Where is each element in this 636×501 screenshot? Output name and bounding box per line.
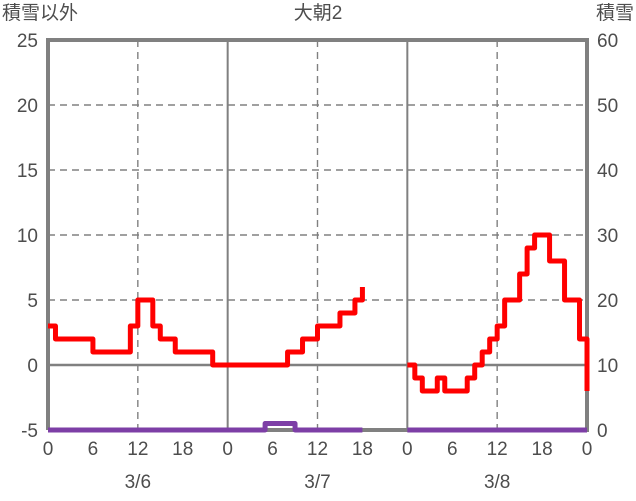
- right-axis-tick-label: 10: [597, 356, 618, 377]
- left-axis-unit-label: 積雪以外: [2, 3, 79, 24]
- left-axis-tick-label: 5: [27, 291, 38, 312]
- left-axis-tick-label: 25: [17, 31, 38, 52]
- x-axis-tick-label: 0: [582, 439, 593, 460]
- series-line-snow-depth: [48, 421, 363, 433]
- right-axis-unit-label: 積雪: [595, 3, 634, 24]
- x-axis-day-label: 3/8: [484, 472, 510, 493]
- x-axis-tick-label: 18: [532, 439, 553, 460]
- series-line-temperature: [407, 232, 590, 394]
- x-axis-tick-label: 6: [267, 439, 278, 460]
- x-axis-tick-label: 0: [43, 439, 54, 460]
- right-axis-tick-labels: 0 10 20 30 40 50 60: [597, 31, 618, 442]
- right-axis-tick-label: 0: [597, 421, 608, 442]
- x-axis-tick-label: 12: [127, 439, 148, 460]
- x-axis-tick-label: 0: [402, 439, 413, 460]
- x-axis-tick-label: 18: [352, 439, 373, 460]
- left-axis-tick-label: 0: [27, 356, 38, 377]
- x-axis-day-label: 3/7: [304, 472, 330, 493]
- x-axis-tick-label: 6: [88, 439, 99, 460]
- chart-title: 大朝2: [293, 3, 343, 24]
- x-axis-tick-label: 12: [487, 439, 508, 460]
- left-axis-tick-label: 15: [17, 161, 38, 182]
- right-axis-tick-label: 40: [597, 161, 618, 182]
- grid-layer: [48, 40, 587, 430]
- left-axis-tick-label: 10: [17, 226, 38, 247]
- x-axis-tick-labels: 0 6 12 18 0 6 12 18 0 6 12 18 0: [43, 439, 593, 460]
- left-axis-tick-labels: -5 0 5 10 15 20 25: [17, 31, 38, 442]
- left-axis-tick-label: -5: [21, 421, 38, 442]
- x-axis-tick-label: 6: [447, 439, 458, 460]
- right-axis-tick-label: 30: [597, 226, 618, 247]
- x-axis-day-labels: 3/6 3/7 3/8: [125, 472, 511, 493]
- x-axis-tick-label: 0: [222, 439, 233, 460]
- series-layer: [48, 232, 590, 433]
- left-axis-tick-label: 20: [17, 96, 38, 117]
- x-axis-tick-label: 12: [307, 439, 328, 460]
- x-axis-tick-label: 18: [172, 439, 193, 460]
- series-line-temperature: [48, 287, 365, 368]
- right-axis-tick-label: 60: [597, 31, 618, 52]
- right-axis-tick-label: 20: [597, 291, 618, 312]
- right-axis-tick-label: 50: [597, 96, 618, 117]
- x-axis-day-label: 3/6: [125, 472, 151, 493]
